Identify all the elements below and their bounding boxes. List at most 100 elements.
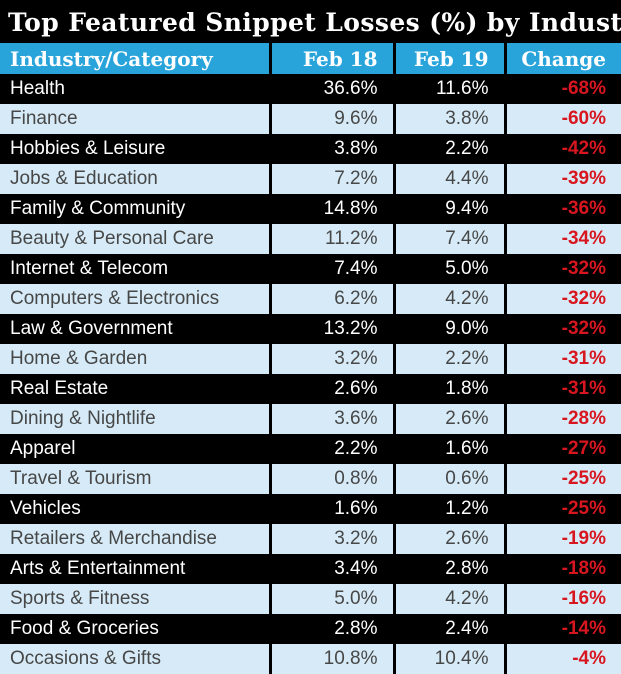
- table-row: Hobbies & Leisure 3.8% 2.2% -42%: [0, 134, 621, 164]
- row-industry-label: Occasions & Gifts: [10, 648, 161, 669]
- row-feb19-value: 1.2%: [392, 494, 505, 524]
- row-feb19-value: 2.2%: [392, 344, 505, 374]
- row-feb18-value: 13.2%: [268, 314, 394, 344]
- table-row: Jobs & Education 7.2% 4.4% -39%: [0, 164, 621, 194]
- row-industry-label: Vehicles: [10, 498, 81, 519]
- row-industry-label: Travel & Tourism: [10, 468, 152, 489]
- table-row: Law & Government 13.2% 9.0% -32%: [0, 314, 621, 344]
- row-feb19-value: 0.6%: [392, 464, 505, 494]
- row-change-value: -34%: [503, 224, 621, 254]
- row-change-value: -18%: [503, 554, 621, 584]
- row-feb19-value: 4.4%: [392, 164, 505, 194]
- row-industry-label: Dining & Nightlife: [10, 408, 156, 429]
- col-header-feb18: Feb 18: [268, 43, 394, 74]
- row-feb18-value: 7.2%: [268, 164, 394, 194]
- row-industry-label: Real Estate: [10, 378, 109, 399]
- snippet-losses-table: Industry/Category Feb 18 Feb 19 Change H…: [0, 43, 621, 674]
- row-change-value: -27%: [503, 434, 621, 464]
- col-header-feb19: Feb 19: [392, 43, 505, 74]
- table-row: Travel & Tourism 0.8% 0.6% -25%: [0, 464, 621, 494]
- row-change-value: -32%: [503, 254, 621, 284]
- row-change-value: -60%: [503, 104, 621, 134]
- table-row: Home & Garden 3.2% 2.2% -31%: [0, 344, 621, 374]
- table-row: Sports & Fitness 5.0% 4.2% -16%: [0, 584, 621, 614]
- row-feb19-value: 7.4%: [392, 224, 505, 254]
- row-feb18-value: 14.8%: [268, 194, 394, 224]
- row-feb18-value: 9.6%: [268, 104, 394, 134]
- row-feb19-value: 2.4%: [392, 614, 505, 644]
- table-row: Vehicles 1.6% 1.2% -25%: [0, 494, 621, 524]
- row-industry-label: Home & Garden: [10, 348, 148, 369]
- row-feb18-value: 2.6%: [268, 374, 394, 404]
- row-feb19-value: 9.0%: [392, 314, 505, 344]
- row-feb19-value: 5.0%: [392, 254, 505, 284]
- row-industry-label: Retailers & Merchandise: [10, 528, 217, 549]
- table-row: Beauty & Personal Care 11.2% 7.4% -34%: [0, 224, 621, 254]
- row-change-value: -31%: [503, 374, 621, 404]
- row-feb19-value: 2.6%: [392, 404, 505, 434]
- table-row: Occasions & Gifts 10.8% 10.4% -4%: [0, 644, 621, 674]
- row-feb18-value: 2.2%: [268, 434, 394, 464]
- table-row: Food & Groceries 2.8% 2.4% -14%: [0, 614, 621, 644]
- table-row: Dining & Nightlife 3.6% 2.6% -28%: [0, 404, 621, 434]
- row-change-value: -19%: [503, 524, 621, 554]
- row-change-value: -25%: [503, 494, 621, 524]
- row-feb19-value: 2.6%: [392, 524, 505, 554]
- row-industry-label: Sports & Fitness: [10, 588, 150, 609]
- chart-title: Top Featured Snippet Losses (%) by Indus…: [8, 8, 621, 37]
- row-change-value: -16%: [503, 584, 621, 614]
- row-change-value: -32%: [503, 284, 621, 314]
- table-row: Finance 9.6% 3.8% -60%: [0, 104, 621, 134]
- row-change-value: -14%: [503, 614, 621, 644]
- row-feb18-value: 2.8%: [268, 614, 394, 644]
- row-industry-label: Family & Community: [10, 198, 186, 219]
- row-industry-label: Health: [10, 78, 65, 99]
- row-feb18-value: 10.8%: [268, 644, 394, 674]
- row-feb19-value: 2.2%: [392, 134, 505, 164]
- table-row: Computers & Electronics 6.2% 4.2% -32%: [0, 284, 621, 314]
- table-row: Internet & Telecom 7.4% 5.0% -32%: [0, 254, 621, 284]
- header-row: Industry/Category Feb 18 Feb 19 Change: [0, 43, 621, 74]
- row-feb19-value: 10.4%: [392, 644, 505, 674]
- row-industry-label: Arts & Entertainment: [10, 558, 186, 579]
- row-feb18-value: 3.2%: [268, 344, 394, 374]
- row-industry-label: Computers & Electronics: [10, 288, 220, 309]
- row-feb19-value: 3.8%: [392, 104, 505, 134]
- row-feb18-value: 11.2%: [268, 224, 394, 254]
- row-feb18-value: 3.8%: [268, 134, 394, 164]
- row-feb19-value: 4.2%: [392, 584, 505, 614]
- row-feb18-value: 3.2%: [268, 524, 394, 554]
- row-feb19-value: 1.6%: [392, 434, 505, 464]
- table-row: Retailers & Merchandise 3.2% 2.6% -19%: [0, 524, 621, 554]
- row-industry-label: Finance: [10, 108, 78, 129]
- row-feb18-value: 6.2%: [268, 284, 394, 314]
- table-row: Health 36.6% 11.6% -68%: [0, 74, 621, 104]
- row-feb19-value: 4.2%: [392, 284, 505, 314]
- row-change-value: -68%: [503, 74, 621, 104]
- row-feb18-value: 3.4%: [268, 554, 394, 584]
- col-header-industry-category: Industry/Category: [0, 43, 270, 74]
- row-change-value: -4%: [503, 644, 621, 674]
- row-feb18-value: 1.6%: [268, 494, 394, 524]
- row-feb19-value: 1.8%: [392, 374, 505, 404]
- row-feb18-value: 7.4%: [268, 254, 394, 284]
- row-change-value: -42%: [503, 134, 621, 164]
- col-header-change: Change: [503, 43, 621, 74]
- row-change-value: -28%: [503, 404, 621, 434]
- row-feb18-value: 3.6%: [268, 404, 394, 434]
- table-body: Health 36.6% 11.6% -68% Finance 9.6% 3.8% -60% H…: [0, 74, 621, 674]
- table-row: Real Estate 2.6% 1.8% -31%: [0, 374, 621, 404]
- row-change-value: -39%: [503, 164, 621, 194]
- row-feb19-value: 11.6%: [392, 74, 505, 104]
- row-industry-label: Hobbies & Leisure: [10, 138, 166, 159]
- row-industry-label: Beauty & Personal Care: [10, 228, 214, 249]
- row-feb18-value: 36.6%: [268, 74, 394, 104]
- row-industry-label: Internet & Telecom: [10, 258, 169, 279]
- row-change-value: -25%: [503, 464, 621, 494]
- row-industry-label: Food & Groceries: [10, 618, 159, 639]
- table-row: Arts & Entertainment 3.4% 2.8% -18%: [0, 554, 621, 584]
- row-change-value: -32%: [503, 314, 621, 344]
- row-feb18-value: 0.8%: [268, 464, 394, 494]
- row-change-value: -36%: [503, 194, 621, 224]
